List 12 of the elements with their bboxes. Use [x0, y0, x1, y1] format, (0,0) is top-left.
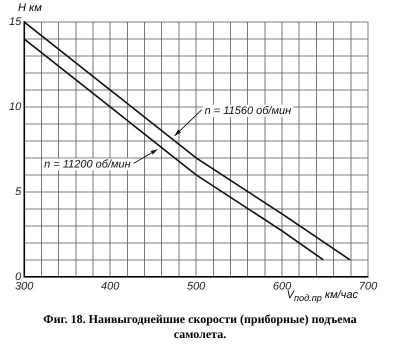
annotation: n = 11200 об/мин: [44, 158, 131, 170]
x-tick-label: 700: [358, 280, 378, 292]
y-tick-label: 0: [15, 270, 22, 283]
y-tick-label: 10: [8, 100, 22, 113]
text: Фиг. 18. Наивыгоднейшие скорости (приборные) подъема самолета.: [42, 312, 358, 342]
y-tick-label: 15: [8, 16, 22, 28]
annotation: n = 11560 об/мин: [204, 104, 292, 117]
x-tick-label: 300: [15, 280, 34, 292]
y-axis-title: H км: [18, 2, 42, 14]
x-tick-label: 400: [100, 280, 120, 292]
x-tick-label: 500: [186, 280, 206, 292]
y-tick-label: 5: [15, 186, 22, 198]
